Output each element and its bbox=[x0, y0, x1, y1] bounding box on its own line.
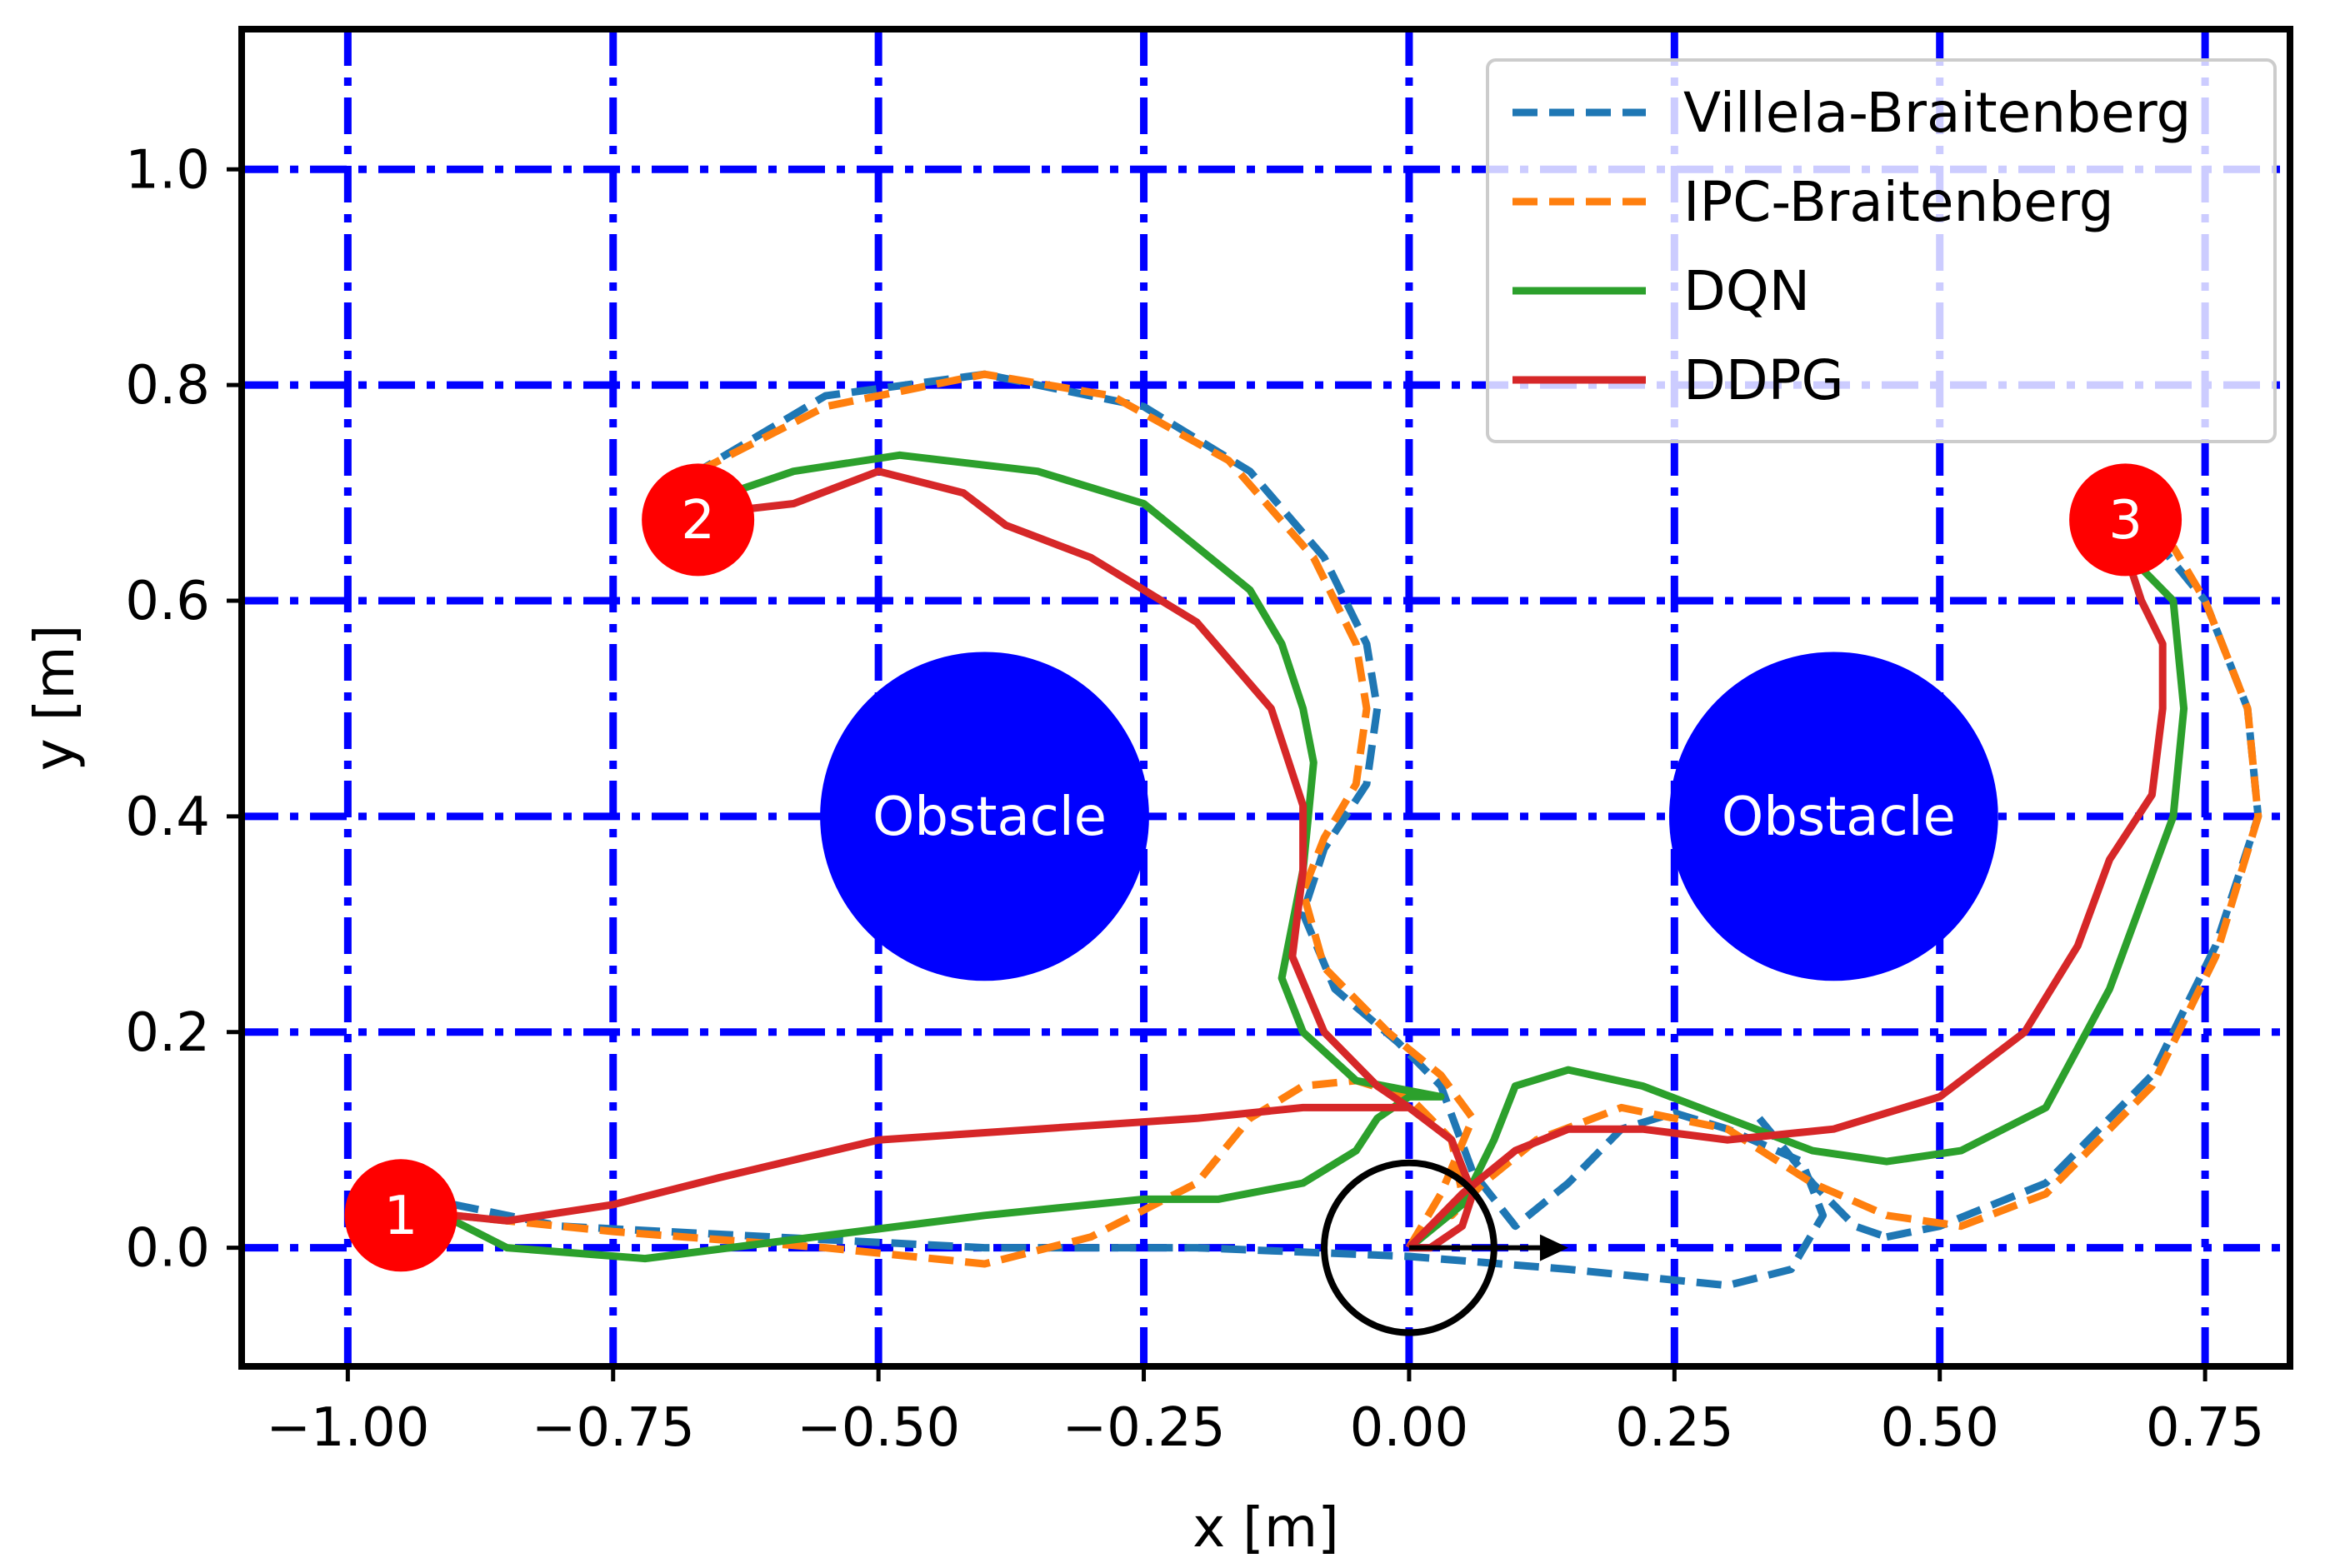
x-tick-label: 0.50 bbox=[1880, 1397, 1999, 1459]
waypoint-label: 3 bbox=[2108, 490, 2142, 552]
series-line-ddpg bbox=[698, 467, 1412, 1111]
legend-entry-label: Villela-Braitenberg bbox=[1683, 81, 2191, 145]
y-tick-label: 0.8 bbox=[125, 355, 210, 417]
series-line-ddpg bbox=[453, 1103, 1477, 1252]
y-tick-label: 0.2 bbox=[125, 1002, 210, 1064]
x-tick-label: −0.75 bbox=[532, 1397, 695, 1459]
x-tick-label: 0.25 bbox=[1615, 1397, 1734, 1459]
x-tick-label: −1.00 bbox=[266, 1397, 429, 1459]
axis-ticks: −1.00 −0.75 −0.50 −0.25 0.00 0.25 0.50 0.75 0.0 0… bbox=[125, 139, 2264, 1459]
x-tick-label: 0.75 bbox=[2146, 1397, 2265, 1459]
y-tick-label: 0.4 bbox=[125, 786, 210, 848]
x-tick-label: −0.25 bbox=[1062, 1397, 1225, 1459]
series-line-ddpg bbox=[1406, 567, 2167, 1251]
legend-box bbox=[1486, 58, 2277, 443]
waypoint-label: 2 bbox=[681, 490, 715, 552]
x-tick-label: 0.00 bbox=[1350, 1397, 1469, 1459]
y-tick-label: 0.0 bbox=[125, 1218, 210, 1280]
obstacle-circle bbox=[1668, 652, 1998, 981]
x-tick-label: −0.50 bbox=[797, 1397, 960, 1459]
legend-entry-label: IPC-Braitenberg bbox=[1683, 170, 2114, 234]
y-tick-label: 0.6 bbox=[125, 571, 210, 632]
obstacle-label: Obstacle bbox=[1722, 786, 1956, 848]
waypoint-marker bbox=[2069, 463, 2182, 577]
legend-entry-label: DDPG bbox=[1683, 348, 1844, 412]
waypoint-label: 1 bbox=[384, 1186, 418, 1247]
robot bbox=[1321, 1159, 1568, 1336]
obstacle-circle bbox=[820, 652, 1149, 981]
waypoint-marker bbox=[642, 463, 755, 577]
legend: Villela-Braitenberg IPC-Braitenberg DQN DDP… bbox=[1486, 58, 2277, 443]
x-axis-label: x [m] bbox=[1192, 1496, 1339, 1560]
waypoints: 1 2 3 bbox=[344, 463, 2182, 1272]
series-line-ipc-braitenberg bbox=[696, 370, 1477, 1250]
y-tick-label: 1.0 bbox=[125, 139, 210, 201]
series-line-dqn bbox=[441, 451, 1445, 1263]
obstacle-label: Obstacle bbox=[872, 786, 1107, 848]
series-line-villela-braitenberg bbox=[1756, 1116, 1888, 1241]
plot-frame bbox=[238, 26, 2293, 1370]
series-line-villela-braitenberg bbox=[452, 370, 1828, 1290]
series-line-dqn bbox=[1407, 566, 2188, 1251]
series-lines bbox=[441, 370, 2262, 1290]
series-line-ipc-braitenberg bbox=[453, 545, 2262, 1268]
robot-heading-arrowhead bbox=[1539, 1234, 1568, 1261]
obstacles: Obstacle Obstacle bbox=[820, 652, 1998, 981]
legend-entry-label: DQN bbox=[1683, 259, 1810, 323]
y-axis-label: y [m] bbox=[22, 625, 87, 772]
waypoint-marker bbox=[344, 1159, 458, 1272]
